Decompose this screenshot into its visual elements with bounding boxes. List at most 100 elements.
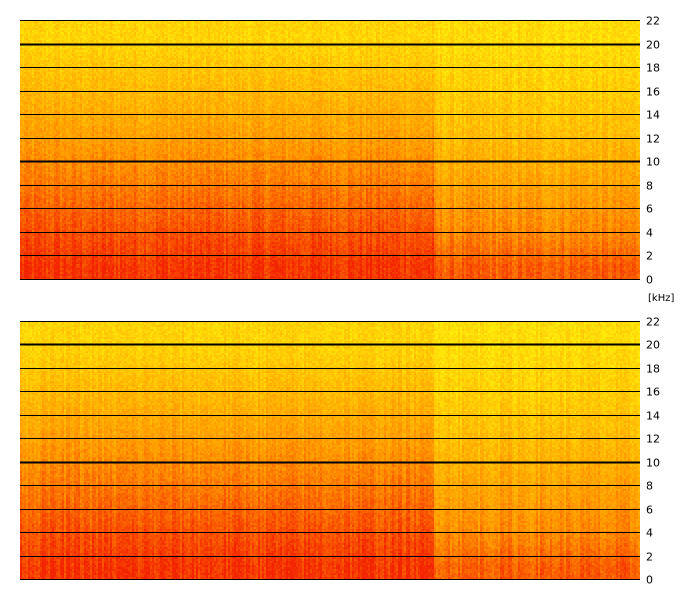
spectrogram-cell — [44, 32, 46, 34]
spectrogram-cell — [32, 140, 34, 142]
spectrogram-cell — [32, 222, 34, 224]
spectrogram-cell — [32, 52, 34, 54]
spectrogram-cell — [30, 272, 32, 274]
spectrogram-cell — [30, 22, 32, 24]
spectrogram-cell — [30, 204, 32, 206]
spectrogram-cell — [28, 130, 30, 132]
spectrogram-cell — [32, 30, 34, 32]
spectrogram-cell — [32, 214, 34, 216]
spectrogram-cell — [40, 216, 42, 218]
spectrogram-cell — [36, 214, 38, 216]
spectrogram-cell — [32, 64, 34, 66]
spectrogram-cell — [38, 34, 40, 36]
spectrogram-cell — [34, 142, 36, 144]
spectrogram-cell — [24, 48, 26, 50]
spectrogram-cell — [40, 134, 42, 136]
spectrogram-cell — [22, 268, 24, 270]
spectrogram-cell — [44, 244, 46, 246]
spectrogram-cell — [44, 124, 46, 126]
spectrogram-cell — [20, 110, 22, 112]
spectrogram-cell — [28, 268, 30, 270]
spectrogram-cell — [20, 214, 22, 216]
spectrogram-cell — [32, 220, 34, 222]
spectrogram-cell — [42, 250, 44, 252]
spectrogram-cell — [22, 56, 24, 58]
spectrogram-cell — [38, 76, 40, 78]
spectrogram-cell — [26, 40, 28, 42]
spectrogram-cell — [44, 188, 46, 190]
spectrogram-cell — [22, 118, 24, 120]
spectrogram-cell — [22, 186, 24, 188]
spectrogram-cell — [36, 30, 38, 32]
spectrogram-cell — [36, 56, 38, 58]
spectrogram-cell — [28, 120, 30, 122]
spectrogram-cell — [32, 164, 34, 166]
spectrogram-cell — [20, 258, 22, 260]
spectrogram-cell — [20, 156, 22, 158]
spectrogram-cell — [20, 218, 22, 220]
spectrogram-cell — [38, 178, 40, 180]
spectrogram-cell — [42, 194, 44, 196]
spectrogram-cell — [40, 262, 42, 264]
spectrogram-cell — [32, 258, 34, 260]
spectrogram-cell — [28, 196, 30, 198]
spectrogram-cell — [32, 100, 34, 102]
spectrogram-cell — [32, 28, 34, 30]
spectrogram-cell — [34, 56, 36, 58]
spectrogram-cell — [40, 96, 42, 98]
spectrogram-cell — [26, 32, 28, 34]
spectrogram-cell — [42, 276, 44, 278]
spectrogram-cell — [36, 78, 38, 80]
spectrogram-cell — [42, 116, 44, 118]
spectrogram-cell — [26, 222, 28, 224]
spectrogram-cell — [40, 180, 42, 182]
spectrogram-cell — [38, 64, 40, 66]
spectrogram-cell — [22, 174, 24, 176]
spectrogram-cell — [40, 238, 42, 240]
spectrogram-cell — [34, 152, 36, 154]
spectrogram-cell — [26, 52, 28, 54]
spectrogram-cell — [40, 252, 42, 254]
spectrogram-cell — [34, 256, 36, 258]
spectrogram-cell — [42, 126, 44, 128]
spectrogram-cell — [28, 156, 30, 158]
spectrogram-cell — [44, 106, 46, 108]
spectrogram-cell — [38, 140, 40, 142]
spectrogram-cell — [36, 86, 38, 88]
spectrogram-cell — [40, 168, 42, 170]
spectrogram-cell — [22, 172, 24, 174]
spectrogram-cell — [34, 234, 36, 236]
spectrogram-cell — [38, 104, 40, 106]
spectrogram-cell — [22, 40, 24, 42]
spectrogram-cell — [24, 244, 26, 246]
spectrogram-cell — [36, 96, 38, 98]
spectrogram-cell — [36, 176, 38, 178]
spectrogram-cell — [44, 192, 46, 194]
spectrogram-cell — [26, 136, 28, 138]
spectrogram-cell — [34, 136, 36, 138]
spectrogram-cell — [36, 126, 38, 128]
spectrogram-cell — [42, 222, 44, 224]
spectrogram-cell — [40, 186, 42, 188]
spectrogram-cell — [28, 68, 30, 70]
spectrogram-cell — [20, 198, 22, 200]
spectrogram-cell — [38, 26, 40, 28]
spectrogram-cell — [26, 172, 28, 174]
spectrogram-cell — [20, 40, 22, 42]
spectrogram-cell — [26, 146, 28, 148]
spectrogram-cell — [22, 126, 24, 128]
spectrogram-cell — [32, 182, 34, 184]
spectrogram-cell — [28, 24, 30, 26]
spectrogram-cell — [44, 156, 46, 158]
spectrogram-cell — [42, 32, 44, 34]
spectrogram-cell — [44, 40, 46, 42]
spectrogram-cell — [24, 86, 26, 88]
spectrogram-cell — [36, 268, 38, 270]
spectrogram-cell — [40, 192, 42, 194]
spectrogram-cell — [28, 92, 30, 94]
spectrogram-cell — [36, 156, 38, 158]
spectrogram-cell — [24, 242, 26, 244]
spectrogram-cell — [42, 78, 44, 80]
spectrogram-cell — [34, 112, 36, 114]
spectrogram-cell — [32, 36, 34, 38]
